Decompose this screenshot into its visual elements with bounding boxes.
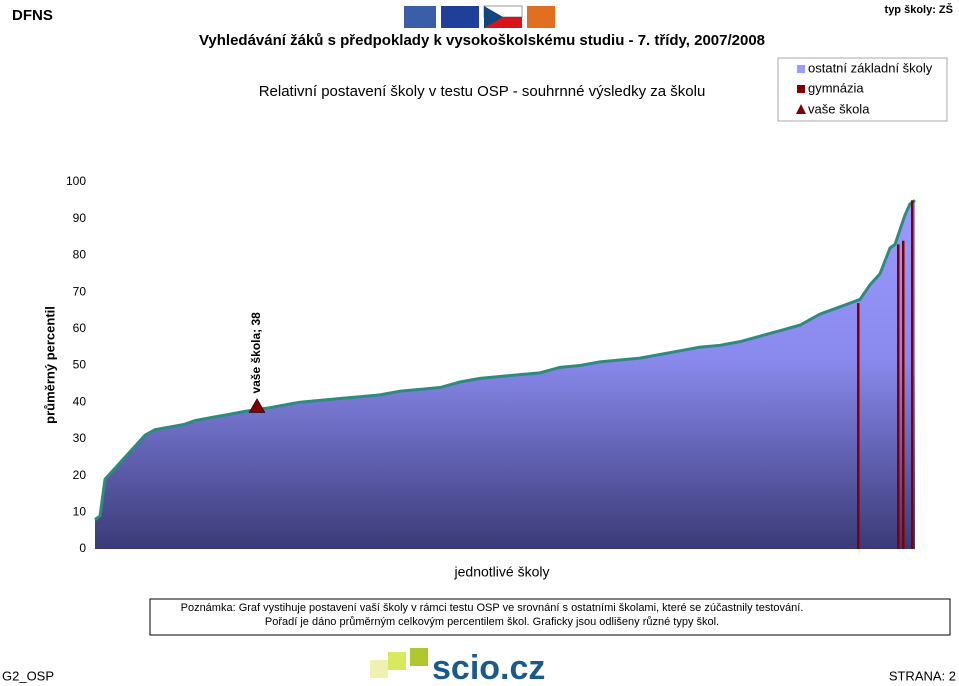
legend-label: gymnázia	[808, 80, 864, 95]
y-tick-label: 30	[73, 431, 87, 445]
chart-title: Relativní postavení školy v testu OSP - …	[259, 83, 706, 100]
logo-square	[388, 652, 406, 670]
gymnazium-bar	[911, 200, 914, 549]
area-line	[94, 199, 916, 521]
y-tick-label: 20	[73, 468, 87, 482]
y-tick-label: 100	[66, 174, 86, 188]
footer-logo: scio.cz	[432, 649, 545, 686]
y-axis-label: průměrný percentil	[42, 306, 57, 424]
page-title: Vyhledávání žáků s předpoklady k vysokoš…	[199, 32, 765, 49]
x-axis-label: jednotlivé školy	[454, 564, 550, 580]
legend-swatch	[797, 85, 805, 93]
logos	[404, 5, 555, 28]
y-tick-label: 0	[79, 541, 86, 555]
note-line: Pořadí je dáno průměrným celkovým percen…	[265, 616, 719, 628]
legend-box	[777, 57, 948, 122]
legend-label: ostatní základní školy	[808, 60, 933, 75]
logo-square	[370, 660, 388, 678]
y-tick-label: 60	[73, 321, 87, 335]
logo-square	[410, 648, 428, 666]
area	[95, 200, 915, 549]
y-tick-label: 40	[73, 394, 87, 408]
brand: DFNS	[12, 7, 53, 24]
school-type: typ školy: ZŠ	[885, 3, 953, 16]
y-tick-label: 90	[73, 211, 87, 225]
footer-code: G2_OSP	[2, 668, 54, 683]
legend-swatch	[797, 65, 805, 73]
y-tick-label: 80	[73, 248, 87, 262]
gymnazium-bar	[897, 244, 900, 549]
note-box	[149, 598, 951, 636]
legend-swatch	[796, 104, 806, 114]
gymnazium-bar	[857, 303, 860, 549]
data-label: vaše škola; 38	[249, 312, 263, 394]
y-tick-label: 70	[73, 284, 87, 298]
y-tick-label: 10	[73, 504, 87, 518]
gymnazium-bar	[902, 240, 905, 549]
note-line: Poznámka: Graf vystihuje postavení vaší …	[181, 602, 804, 614]
legend-label: vaše škola	[808, 101, 870, 116]
footer-page: STRANA: 2	[889, 668, 956, 683]
y-tick-label: 50	[73, 358, 87, 372]
school-marker	[248, 398, 266, 413]
